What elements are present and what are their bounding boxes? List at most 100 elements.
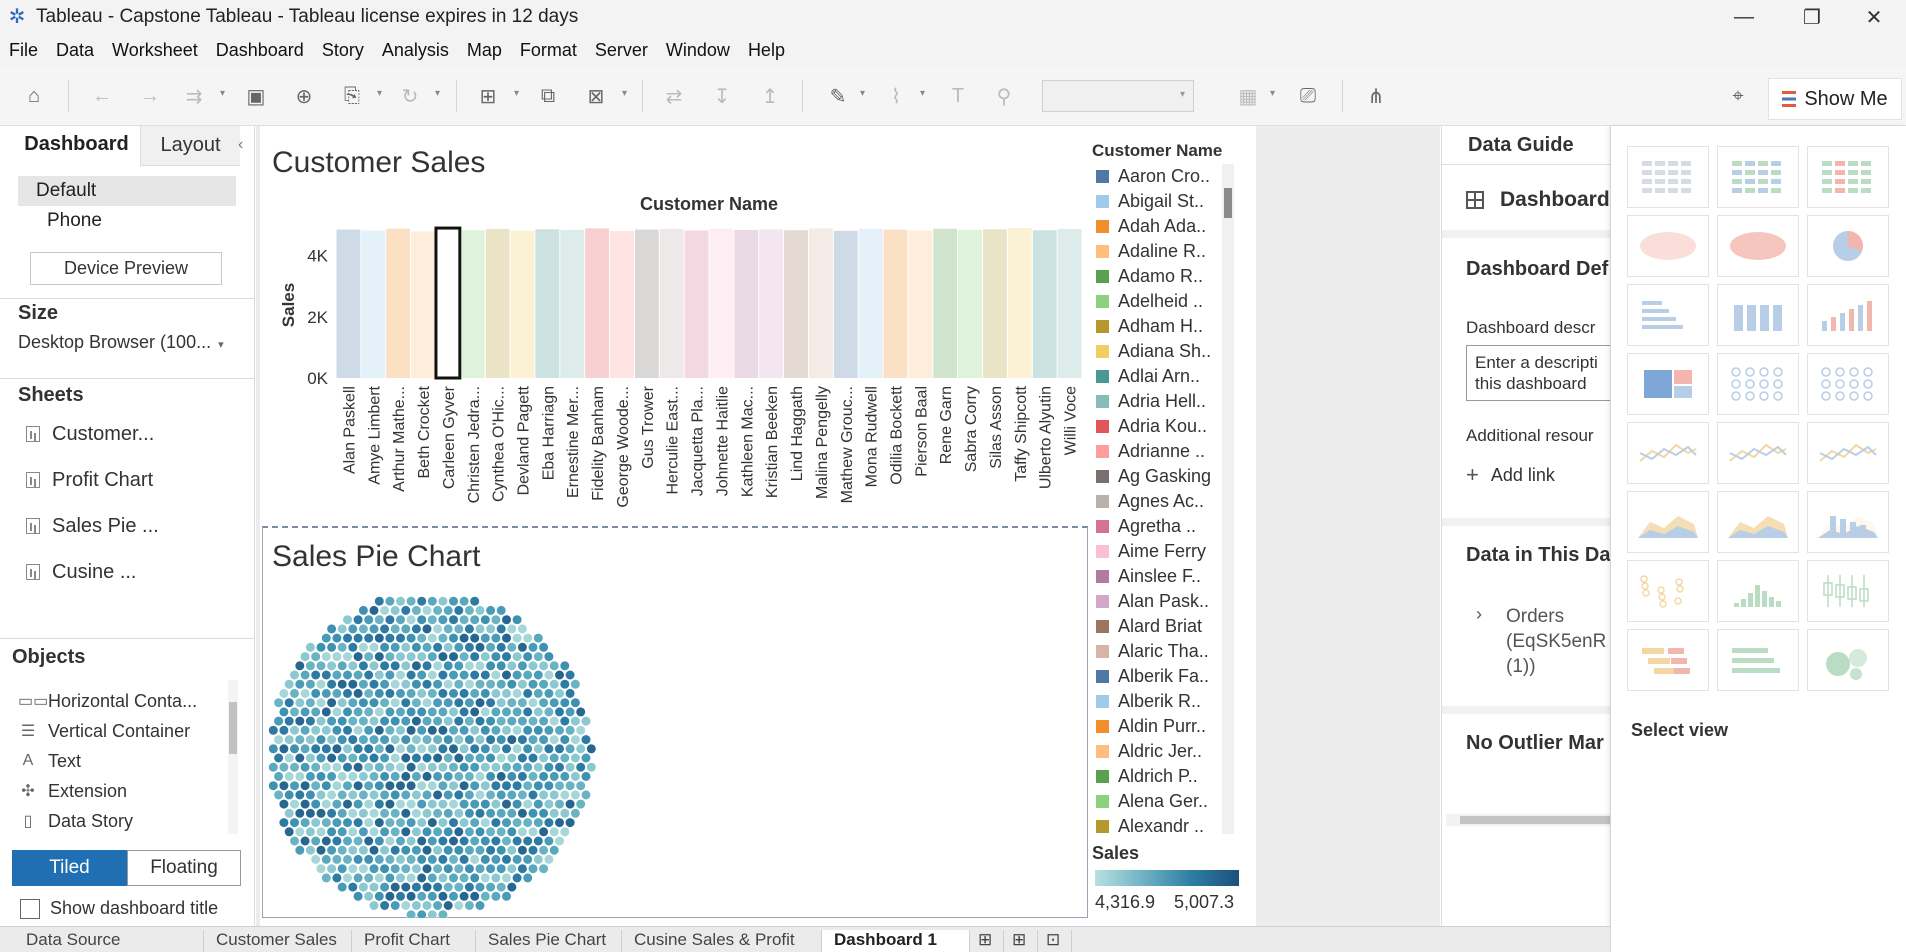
pie-mark[interactable] [363, 632, 374, 644]
pie-mark[interactable] [421, 697, 433, 708]
pie-mark[interactable] [395, 799, 406, 810]
pie-mark[interactable] [565, 743, 576, 754]
legend-item[interactable]: Adelheid .. [1096, 289, 1203, 314]
pie-mark[interactable] [400, 734, 411, 745]
pie-mark[interactable] [363, 688, 374, 699]
show-me-treemap-icon[interactable] [1627, 353, 1709, 415]
pie-mark[interactable] [347, 734, 358, 745]
pie-mark[interactable] [474, 623, 486, 635]
bars-group[interactable] [336, 226, 1082, 380]
data-guide-scrollbar[interactable] [1446, 814, 1612, 826]
pie-mark[interactable] [406, 688, 417, 699]
pie-mark[interactable] [448, 799, 459, 810]
pie-mark[interactable] [411, 789, 422, 800]
pie-mark[interactable] [527, 697, 539, 708]
object-horizontal-container[interactable]: ▭▭ Horizontal Conta... [18, 688, 197, 714]
pie-mark[interactable] [390, 845, 401, 856]
pie-mark[interactable] [326, 771, 337, 782]
pie-mark[interactable] [533, 817, 544, 828]
pie-mark[interactable] [580, 752, 592, 764]
pie-mark[interactable] [464, 900, 475, 911]
pie-mark[interactable] [559, 808, 570, 819]
pie-mark[interactable] [432, 752, 443, 764]
pie-mark[interactable] [480, 780, 491, 791]
pie-mark[interactable] [379, 752, 390, 764]
pie-mark[interactable] [459, 835, 470, 847]
pie-mark[interactable] [368, 716, 380, 727]
pie-mark[interactable] [400, 771, 411, 782]
pie-mark[interactable] [448, 891, 459, 902]
pie-mark[interactable] [554, 799, 565, 810]
pie-mark[interactable] [421, 642, 433, 653]
pie-mark[interactable] [310, 835, 321, 847]
pie-mark[interactable] [299, 688, 311, 699]
pie-mark[interactable] [342, 688, 353, 699]
pie-mark[interactable] [427, 835, 438, 847]
legend-item[interactable]: Adah Ada.. [1096, 214, 1206, 239]
pie-mark[interactable] [342, 632, 353, 644]
pie-mark[interactable] [448, 688, 459, 699]
show-me-highlight-table-icon[interactable] [1807, 146, 1889, 208]
pie-mark[interactable] [421, 660, 433, 671]
pie-mark[interactable] [395, 651, 406, 662]
pie-mark[interactable] [374, 799, 385, 810]
pie-mark[interactable] [512, 780, 523, 791]
format-painter-icon[interactable]: ⌖ [1732, 84, 1744, 107]
pie-mark[interactable] [527, 660, 539, 671]
pie-mark[interactable] [432, 679, 443, 690]
pie-mark[interactable] [342, 762, 353, 773]
pie-mark[interactable] [522, 688, 533, 699]
data-source-item[interactable]: Orders (EqSK5enR (1)) [1506, 604, 1616, 679]
pie-mark[interactable] [384, 706, 395, 717]
pie-mark[interactable] [337, 697, 348, 708]
pie-mark[interactable] [337, 660, 348, 671]
pie-mark[interactable] [538, 716, 549, 727]
pie-mark[interactable] [315, 679, 327, 690]
pie-mark[interactable] [437, 762, 448, 773]
pie-mark[interactable] [374, 669, 385, 681]
pie-mark[interactable] [501, 651, 512, 662]
pie-mark[interactable] [469, 743, 480, 754]
pie-mark[interactable] [315, 863, 327, 874]
legend-item[interactable]: Aime Ferry [1096, 539, 1206, 564]
pie-mark[interactable] [549, 734, 560, 745]
pie-mark[interactable] [352, 872, 364, 884]
pie-mark[interactable] [453, 697, 464, 708]
pie-mark[interactable] [294, 771, 305, 782]
pie-mark[interactable] [427, 596, 438, 607]
tab-dashboard-1[interactable]: Dashboard 1 [822, 930, 970, 952]
pie-mark[interactable] [310, 817, 321, 828]
pie-mark[interactable] [395, 891, 406, 902]
pie-mark[interactable] [406, 743, 417, 754]
pie-mark[interactable] [485, 808, 496, 819]
new-worksheet-tab-icon[interactable]: ⊞ [970, 930, 1004, 952]
pie-mark[interactable] [464, 716, 475, 727]
pie-mark[interactable] [347, 808, 358, 819]
pie-mark[interactable] [368, 642, 380, 653]
tab-customer-sales[interactable]: Customer Sales [204, 930, 352, 952]
pie-mark[interactable] [522, 651, 533, 662]
pie-mark[interactable] [474, 771, 486, 782]
pie-mark[interactable] [474, 752, 486, 764]
pie-mark[interactable] [554, 743, 565, 754]
pie-mark[interactable] [416, 780, 427, 791]
pie-mark[interactable] [437, 780, 448, 791]
duplicate-icon[interactable]: ⧉ [540, 84, 556, 107]
pie-mark[interactable] [469, 651, 480, 662]
object-text[interactable]: A Text [18, 748, 81, 774]
pie-mark[interactable] [485, 826, 496, 837]
legend-item[interactable]: Adamo R.. [1096, 264, 1203, 289]
pie-mark[interactable] [432, 605, 443, 616]
pie-mark[interactable] [363, 799, 374, 810]
pie-mark[interactable] [268, 762, 279, 773]
pie-mark[interactable] [437, 725, 448, 736]
pie-mark[interactable] [543, 817, 555, 828]
pie-mark[interactable] [517, 752, 528, 764]
pie-mark[interactable] [379, 697, 390, 708]
pie-mark[interactable] [474, 845, 486, 856]
pie-mark[interactable] [421, 808, 433, 819]
presentation-mode-icon[interactable]: ⎚ [1300, 84, 1316, 107]
pie-mark[interactable] [432, 845, 443, 856]
pie-mark[interactable] [347, 752, 358, 764]
pie-mark[interactable] [448, 725, 459, 736]
